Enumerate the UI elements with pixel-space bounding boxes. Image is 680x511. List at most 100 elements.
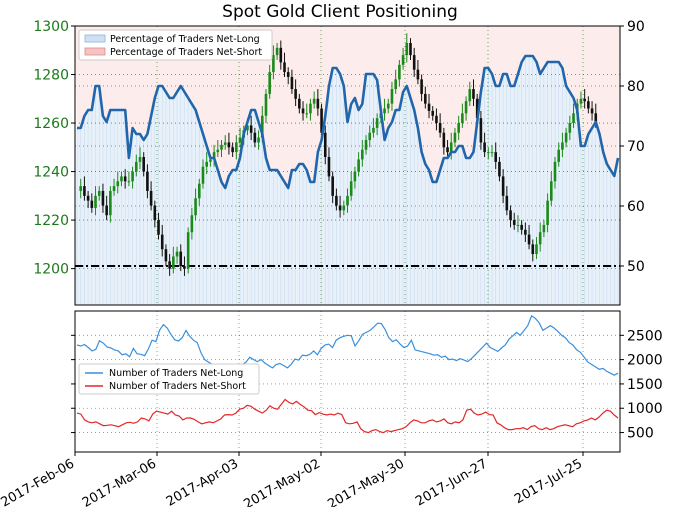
candle-body [405, 42, 409, 56]
candle-body [346, 195, 349, 206]
candle-body [353, 171, 357, 182]
candle-body [246, 125, 249, 131]
candle-body [442, 132, 446, 148]
candle-body [175, 251, 179, 257]
candle-body [524, 229, 527, 235]
bottom-legend-box [78, 363, 260, 395]
legend-swatch-net-long [84, 34, 106, 43]
candle-body [142, 157, 145, 172]
candle-body [394, 79, 397, 90]
candle-body [527, 234, 531, 245]
candle-body [209, 159, 212, 162]
candle-body [364, 140, 368, 150]
candle-body [372, 127, 375, 133]
candle-body [131, 171, 134, 182]
candle-body [249, 125, 253, 133]
candle-body [501, 176, 505, 196]
legend-label-traders-short: Number of Traders Net-Short [109, 381, 246, 392]
candle-body [179, 251, 183, 267]
candle-body [227, 142, 231, 148]
candle-body [509, 210, 512, 221]
candle-body [561, 142, 564, 150]
candle-body [275, 47, 279, 56]
top-legend-box [78, 29, 273, 61]
legend-label-net-long: Percentage of Traders Net-Long [110, 34, 260, 45]
candle-body [298, 98, 301, 109]
x-tick-label: 2017-May-30 [325, 456, 407, 507]
candle-body [331, 176, 334, 196]
candle-body [472, 89, 475, 99]
candle-body [83, 186, 86, 196]
count-tick-label: 2500 [627, 328, 663, 344]
candle-body [449, 142, 453, 153]
pct-net-long-line [77, 54, 620, 190]
candle-body [201, 166, 205, 184]
pct-tick-label: 70 [627, 139, 645, 155]
bottom-panel-frame [74, 310, 621, 453]
candle-body [153, 205, 157, 221]
candle-body [550, 181, 553, 201]
candle-body [446, 147, 449, 153]
candle-body [390, 89, 394, 104]
candle-body [94, 195, 97, 208]
candle-body [464, 101, 468, 114]
candle-body [235, 142, 238, 153]
candle-body [431, 110, 435, 116]
count-tick-label: 500 [627, 426, 654, 442]
candle-body [231, 147, 234, 153]
pct-tick-label: 90 [627, 19, 645, 35]
pct-tick-label: 80 [627, 79, 645, 95]
candle-body [309, 103, 312, 114]
candle-body [186, 232, 190, 269]
candle-body [279, 47, 283, 63]
candle-body [286, 72, 290, 77]
candle-body [420, 79, 423, 94]
candle-body [479, 118, 483, 143]
candle-body [564, 132, 568, 143]
candle-body [498, 161, 501, 177]
candle-body [375, 118, 379, 128]
candle-body [453, 132, 457, 143]
price-tick-label: 1240 [33, 165, 69, 181]
candle-body [168, 261, 171, 269]
candle-body [553, 161, 557, 182]
x-tick-label: 2017-Apr-03 [164, 456, 241, 507]
candle-body [386, 103, 390, 109]
candle-body [583, 98, 586, 102]
pct-tick-label: 50 [627, 259, 645, 275]
candle-body [572, 113, 575, 124]
candle-body [190, 215, 194, 233]
candle-body [383, 108, 386, 114]
candle-body [290, 76, 294, 90]
candle-body [260, 115, 264, 138]
x-tick-label: 2017-Jul-25 [512, 456, 585, 507]
legend-label-traders-long: Number of Traders Net-Long [109, 368, 243, 379]
candle-body [109, 190, 112, 216]
candle-body [412, 55, 416, 70]
candle-body [594, 113, 598, 124]
price-tick-label: 1280 [33, 68, 69, 84]
candle-body [172, 256, 175, 269]
candle-body [505, 195, 509, 211]
candle-body [538, 232, 542, 245]
candle-body [468, 89, 472, 102]
candle-body [546, 200, 549, 225]
candle-body [164, 249, 168, 262]
candle-body [90, 200, 94, 208]
candle-body [557, 149, 561, 162]
candle-body [112, 186, 116, 191]
candle-body [312, 98, 316, 104]
x-tick-label: 2017-Feb-06 [0, 456, 77, 507]
candle-body [475, 98, 479, 119]
candle-body [272, 55, 275, 73]
candle-body [416, 69, 420, 80]
candle-body [305, 113, 309, 115]
candle-body [342, 205, 346, 211]
legend-swatch-net-short [84, 47, 106, 56]
candle-body [490, 152, 494, 154]
candle-body [483, 142, 486, 153]
candle-body [301, 108, 305, 114]
candle-body [535, 244, 538, 255]
candle-body [294, 89, 297, 99]
